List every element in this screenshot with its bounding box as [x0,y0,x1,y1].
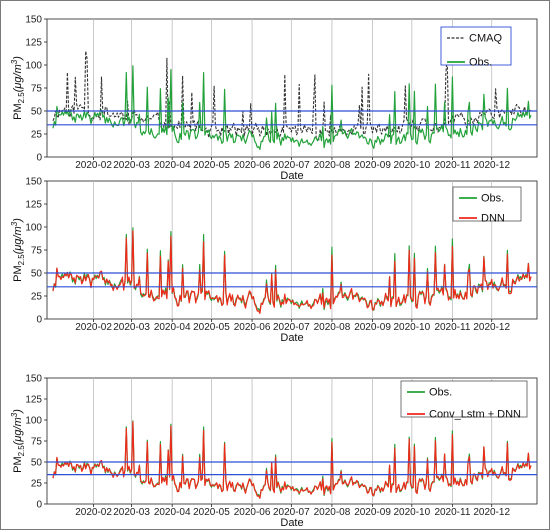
x-axis-label: Date [280,517,303,529]
y-tick-label: 100 [25,416,42,427]
legend-box [452,186,522,222]
legend-label-1: CMAQ [469,33,502,45]
y-tick-label: 50 [31,269,43,280]
x-tick-label: 2020-07 [273,507,310,518]
y-tick-label: 125 [25,38,42,49]
x-tick-label: 2020-10 [393,160,430,171]
legend-label-2: DNN [481,213,505,225]
series-line-2 [52,421,532,499]
x-tick-label: 2020-11 [434,322,470,333]
x-tick-label: 2020-10 [393,322,430,333]
x-tick-label: 2020-05 [193,322,230,333]
x-axis-label: Date [280,170,303,182]
x-tick-label: 2020-09 [354,160,391,171]
y-label-main: PM [12,103,24,120]
y-label-unit: (μg/m [12,226,24,254]
x-tick-label: 2020-12 [473,160,510,171]
y-label-close: ) [12,56,24,62]
y-label-sub: 2.5 [17,92,26,104]
x-tick-label: 2020-11 [434,160,470,171]
y-tick-label: 0 [36,153,42,164]
x-axis-label: Date [280,332,303,344]
x-tick-label: 2020-08 [314,160,351,171]
x-tick-label: 2020-02 [75,322,112,333]
y-tick-label: 25 [31,130,43,141]
y-label-sup: 3 [10,412,19,417]
x-tick-label: 2020-12 [473,507,510,518]
y-tick-label: 75 [31,84,43,95]
x-tick-label: 2020-05 [193,507,230,518]
y-tick-label: 150 [25,15,42,26]
x-tick-label: 2020-07 [273,322,310,333]
series-line-2 [52,230,532,314]
x-tick-label: 2020-05 [193,160,230,171]
y-tick-label: 150 [25,374,42,385]
x-tick-label: 2020-03 [113,160,150,171]
legend: CMAQ Obs. [440,26,512,69]
x-tick-label: 2020-06 [234,322,271,333]
y-tick-label: 25 [31,479,43,490]
x-tick-label: 2020-03 [113,322,150,333]
y-tick-label: 75 [31,246,43,257]
y-tick-label: 25 [31,292,43,303]
x-tick-label: 2020-08 [314,507,351,518]
y-label-main: PM [12,265,24,282]
y-label-sub: 2.5 [17,254,26,266]
y-tick-label: 50 [31,458,43,469]
y-label-unit: (μg/m [12,64,24,92]
legend-box [440,26,512,66]
y-tick-label: 75 [31,437,43,448]
y-tick-label: 100 [25,223,42,234]
y-tick-label: 150 [25,177,42,188]
y-axis-label: PM2.5(μg/m3) [10,409,26,473]
series-line-2 [52,65,532,150]
y-tick-label: 125 [25,395,42,406]
x-tick-label: 2020-06 [234,160,271,171]
series-line-1 [52,50,532,141]
y-label-unit: (μg/m [12,417,24,445]
x-tick-label: 2020-10 [393,507,430,518]
x-tick-label: 2020-04 [154,160,191,171]
x-tick-label: 2020-04 [154,507,191,518]
y-label-sup: 3 [10,221,19,226]
x-tick-label: 2020-09 [354,507,391,518]
y-tick-label: 50 [31,107,43,118]
x-tick-label: 2020-11 [434,507,470,518]
y-label-main: PM [12,456,24,473]
y-label-close: ) [12,409,24,415]
x-tick-label: 2020-07 [273,160,310,171]
y-axis-label: PM2.5(μg/m3) [10,218,26,282]
legend-label-2: Obs. [469,57,492,69]
x-tick-label: 2020-09 [354,322,391,333]
x-tick-label: 2020-06 [234,507,271,518]
x-tick-label: 2020-02 [75,507,112,518]
legend-box [400,380,528,418]
y-label-sub: 2.5 [17,445,26,457]
x-tick-label: 2020-08 [314,322,351,333]
y-tick-label: 0 [36,500,42,511]
y-axis-label: PM2.5(μg/m3) [10,56,26,120]
y-tick-label: 100 [25,61,42,72]
legend: Obs. Conv_Lstm + DNN [400,380,528,421]
x-tick-label: 2020-12 [473,322,510,333]
legend-label-1: Obs. [481,193,504,205]
y-tick-label: 125 [25,200,42,211]
legend-label-2: Conv_Lstm + DNN [429,409,521,421]
x-tick-label: 2020-02 [75,160,112,171]
y-tick-label: 0 [36,315,42,326]
x-tick-label: 2020-03 [113,507,150,518]
x-tick-label: 2020-04 [154,322,191,333]
y-label-close: ) [12,218,24,224]
legend-label-1: Obs. [429,387,452,399]
legend: Obs. DNN [452,186,522,225]
y-label-sup: 3 [10,59,19,64]
